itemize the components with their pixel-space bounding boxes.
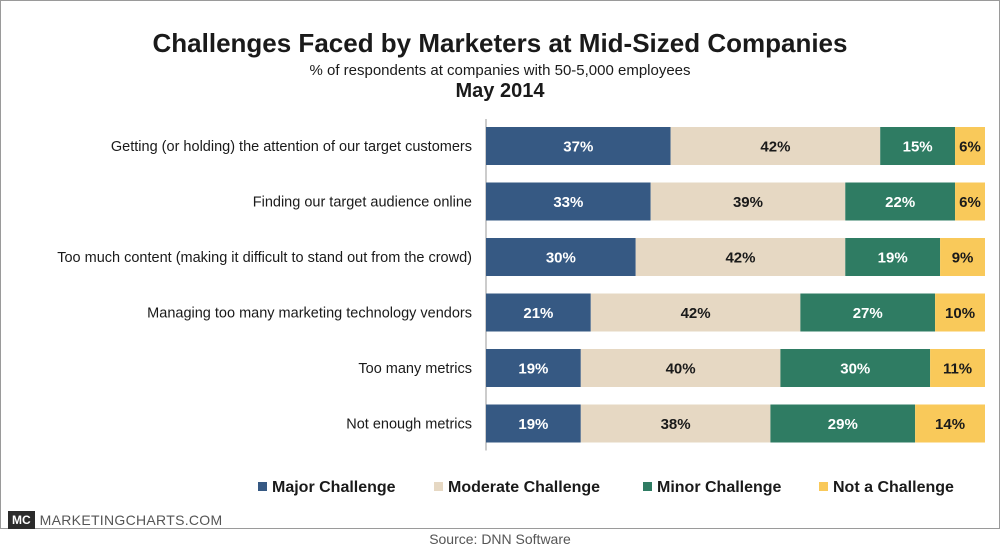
bar-minor <box>845 182 956 221</box>
bar-minor <box>845 238 941 276</box>
data-label: 6% <box>959 139 981 156</box>
chart-date: May 2014 <box>455 80 545 102</box>
bar-moderate <box>635 238 846 276</box>
data-label: 37% <box>563 139 593 156</box>
bar-major <box>486 293 591 332</box>
data-label: 30% <box>546 250 576 267</box>
data-label: 42% <box>725 250 755 267</box>
category-label: Too many metrics <box>358 361 472 377</box>
legend-label-minor: Minor Challenge <box>657 479 782 496</box>
chart-subtitle: % of respondents at companies with 50-5,… <box>309 62 691 79</box>
data-label: 15% <box>903 139 933 156</box>
data-label: 39% <box>733 194 763 211</box>
source-note: Source: DNN Software <box>429 531 571 547</box>
bar-none <box>940 238 985 276</box>
bar-major <box>486 404 581 443</box>
bar-moderate <box>650 182 846 221</box>
legend-label-major: Major Challenge <box>272 479 396 496</box>
legend-swatch-major <box>258 482 267 491</box>
category-label: Managing too many marketing technology v… <box>147 306 472 322</box>
data-label: 38% <box>661 416 691 433</box>
brand: MC MARKETINGCHARTS.COM <box>8 511 222 529</box>
data-label: 42% <box>760 139 790 156</box>
bar-moderate <box>590 293 801 332</box>
bar-minor <box>880 127 956 165</box>
data-label: 10% <box>945 305 975 322</box>
bar-major <box>486 238 636 276</box>
data-label: 19% <box>518 361 548 378</box>
bar-minor <box>770 404 916 443</box>
data-label: 11% <box>943 361 972 378</box>
bar-none <box>915 404 985 443</box>
data-label: 33% <box>553 194 583 211</box>
brand-name: MARKETINGCHARTS.COM <box>39 512 223 528</box>
data-label: 40% <box>666 361 696 378</box>
legend-swatch-none <box>819 482 828 491</box>
data-label: 9% <box>952 250 974 267</box>
bar-none <box>955 127 985 165</box>
bar-moderate <box>580 349 781 387</box>
legend-swatch-moderate <box>434 482 443 491</box>
data-label: 22% <box>885 194 915 211</box>
bar-moderate <box>670 127 881 165</box>
bar-none <box>930 349 985 387</box>
data-label: 30% <box>840 361 870 378</box>
category-label: Finding our target audience online <box>253 195 472 211</box>
legend-label-moderate: Moderate Challenge <box>448 479 600 496</box>
data-label: 6% <box>959 194 981 211</box>
brand-logo: MC <box>8 511 35 529</box>
bar-major <box>486 349 581 387</box>
bar-minor <box>780 349 931 387</box>
data-label: 27% <box>853 305 883 322</box>
chart-title: Challenges Faced by Marketers at Mid-Siz… <box>152 28 848 58</box>
data-label: 29% <box>828 416 858 433</box>
bar-major <box>486 127 671 165</box>
data-label: 14% <box>935 416 965 433</box>
legend-swatch-minor <box>643 482 652 491</box>
category-label: Too much content (making it difficult to… <box>57 250 472 266</box>
data-label: 42% <box>681 305 711 322</box>
data-label: 19% <box>518 416 548 433</box>
bar-none <box>955 182 985 221</box>
bar-moderate <box>580 404 771 443</box>
bar-minor <box>800 293 936 332</box>
category-label: Not enough metrics <box>346 417 472 433</box>
data-label: 19% <box>878 250 908 267</box>
bar-major <box>486 182 651 221</box>
category-label: Getting (or holding) the attention of ou… <box>111 139 472 155</box>
bar-none <box>935 293 985 332</box>
legend-label-none: Not a Challenge <box>833 479 954 496</box>
data-label: 21% <box>523 305 553 322</box>
